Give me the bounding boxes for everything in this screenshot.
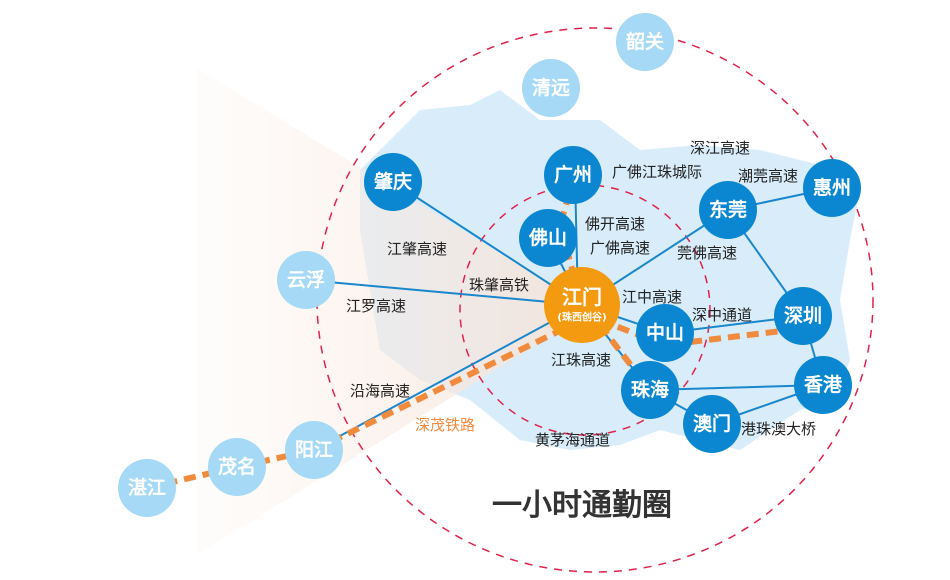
label-zhuzhao-rail: 珠肇高铁	[469, 276, 529, 294]
city-node-guangzhou[interactable]: 广州	[544, 146, 602, 204]
city-circle	[522, 59, 580, 117]
city-circle	[208, 438, 266, 496]
label-jiangzhao: 江肇高速	[387, 240, 447, 258]
city-name: 珠海	[631, 378, 669, 401]
city-name: 香港	[803, 374, 843, 396]
city-node-yunfu[interactable]: 云浮	[277, 251, 335, 309]
city-name: 云浮	[287, 268, 325, 291]
city-circle	[285, 421, 343, 479]
city-name: 清远	[532, 76, 570, 99]
city-node-zhongshan[interactable]: 中山	[636, 304, 694, 362]
city-node-zhanjiang[interactable]: 湛江	[118, 459, 176, 517]
city-node-huizhou[interactable]: 惠州	[803, 159, 861, 217]
city-circle	[794, 356, 852, 414]
city-node-macau[interactable]: 澳门	[683, 395, 741, 453]
city-name: 惠州	[813, 177, 851, 199]
city-circle	[636, 304, 694, 362]
city-name: 茂名	[218, 455, 256, 478]
city-node-shaoguan[interactable]: 韶关	[616, 13, 674, 71]
road-jiangluo	[305, 279, 583, 306]
city-name: 澳门	[693, 412, 731, 435]
city-node-dongguan[interactable]: 东莞	[699, 181, 757, 239]
city-node-hongkong[interactable]: 香港	[794, 356, 852, 414]
city-node-maoming[interactable]: 茂名	[208, 438, 266, 496]
city-name: 阳江	[295, 439, 333, 461]
city-node-zhuhai[interactable]: 珠海	[621, 361, 679, 419]
city-node-yangjiang[interactable]: 阳江	[285, 421, 343, 479]
city-circle	[699, 181, 757, 239]
city-node-shenzhen[interactable]: 深圳	[774, 287, 832, 345]
city-name: 湛江	[128, 476, 166, 499]
label-guanfo: 莞佛高速	[677, 244, 737, 262]
city-name: 广州	[554, 163, 592, 186]
rail-shenzhong	[598, 317, 791, 349]
city-name: 中山	[646, 321, 684, 344]
city-circle	[277, 251, 335, 309]
city-circle	[803, 159, 861, 217]
label-gfjz: 广佛江珠城际	[612, 163, 702, 181]
label-huangmaohai: 黄茅海通道	[535, 431, 610, 449]
label-fokai: 佛开高速	[585, 215, 645, 233]
city-circle	[118, 459, 176, 517]
hub-jiangmen[interactable]: 江门 (珠西创谷)	[544, 267, 620, 343]
hub-circle	[544, 267, 620, 343]
road-yanhai	[313, 304, 583, 451]
city-name: 韶关	[626, 30, 664, 53]
city-node-qingyuan[interactable]: 清远	[522, 59, 580, 117]
label-guangfo: 广佛高速	[590, 239, 650, 257]
city-circle	[544, 146, 602, 204]
label-jiangzhu: 江珠高速	[551, 351, 611, 369]
city-node-zhaoqing[interactable]: 肇庆	[364, 153, 422, 211]
label-hzmb: 港珠澳大桥	[741, 420, 816, 438]
hub-sub: (珠西创谷)	[557, 311, 606, 324]
map-title: 一小时通勤圈	[492, 488, 672, 523]
radiation-fan	[197, 68, 560, 555]
city-circle	[621, 361, 679, 419]
city-circle	[364, 153, 422, 211]
label-shenjiang: 深江高速	[690, 139, 750, 157]
label-shenzhong: 深中通道	[692, 306, 752, 324]
rail-shenmao	[146, 317, 584, 491]
hub-name: 江门	[562, 285, 602, 309]
label-jiangluo: 江罗高速	[346, 297, 406, 315]
city-name: 东莞	[709, 198, 747, 221]
city-circle	[683, 395, 741, 453]
outer-ring	[316, 27, 874, 573]
city-name: 深圳	[784, 304, 822, 327]
city-circle	[774, 287, 832, 345]
city-name: 肇庆	[374, 170, 412, 193]
city-node-foshan[interactable]: 佛山	[519, 209, 577, 267]
label-chaoguan: 潮莞高速	[738, 167, 798, 185]
label-yanhai: 沿海高速	[350, 382, 410, 400]
route-labels: 深江高速 广佛江珠城际 潮莞高速 佛开高速 广佛高速 莞佛高速 江肇高速 珠肇高…	[346, 139, 816, 449]
label-shenmao-rail: 深茂铁路	[415, 416, 475, 434]
city-circle	[519, 209, 577, 267]
city-name: 佛山	[528, 226, 567, 249]
label-jiangzhong: 江中高速	[622, 288, 682, 306]
city-circle	[616, 13, 674, 71]
